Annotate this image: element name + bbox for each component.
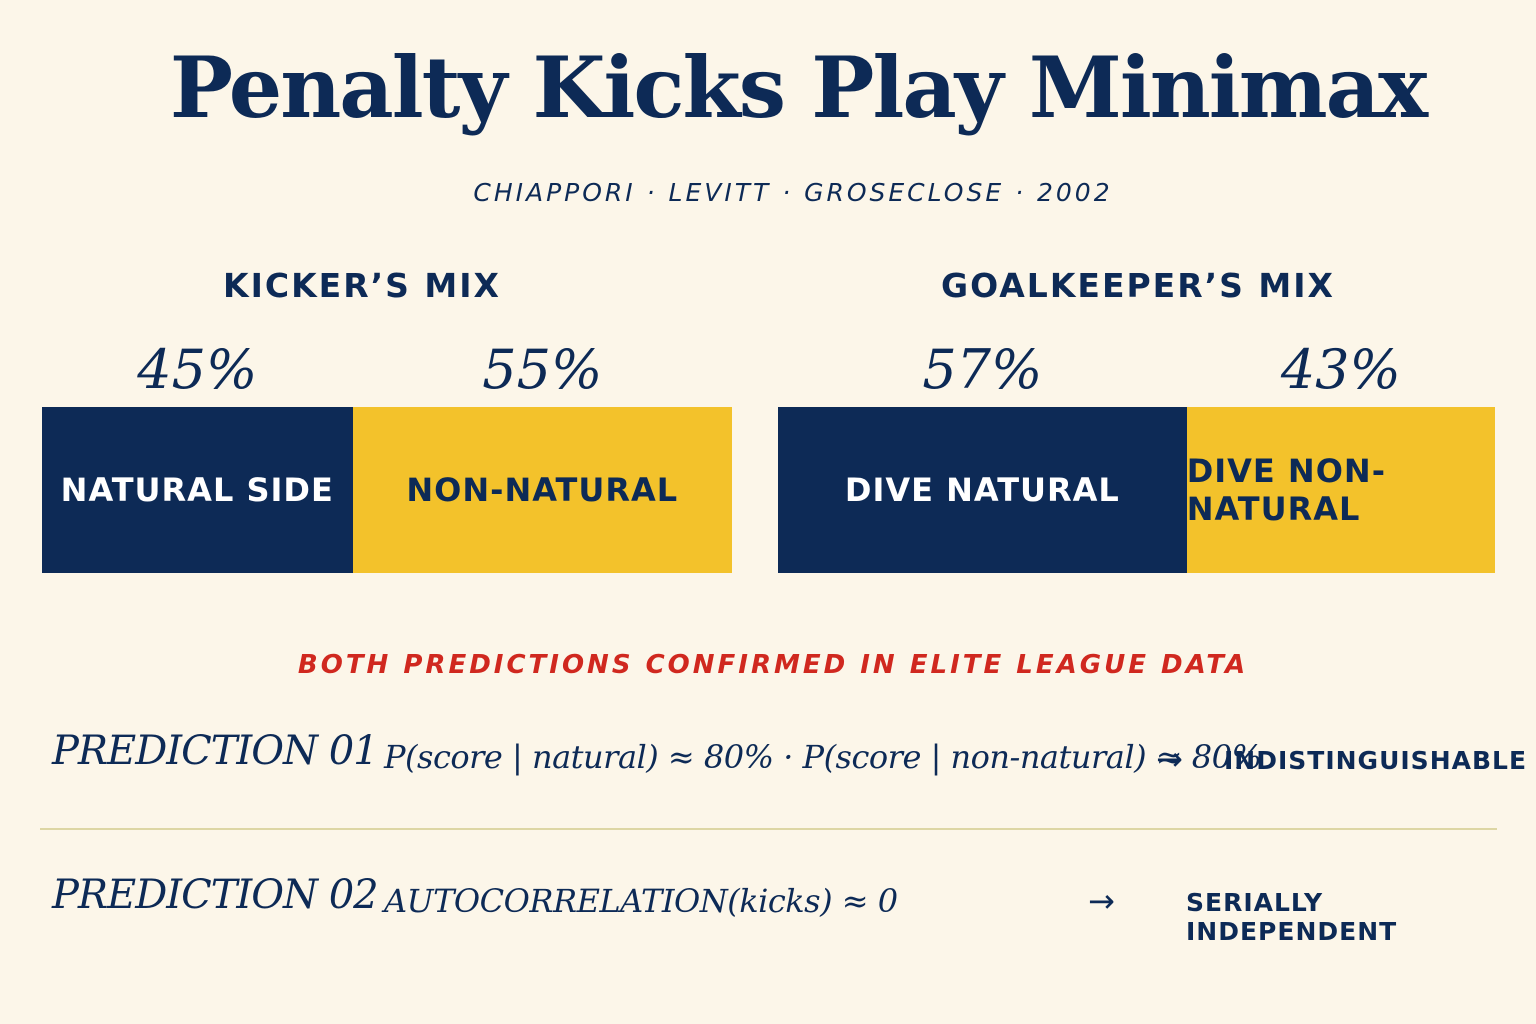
kicker-mix-title: KICKER’S MIX <box>223 266 501 305</box>
prediction-02-arrow-icon: → <box>1088 882 1115 920</box>
goalkeeper-bar-dive-natural: DIVE NATURAL <box>778 407 1187 573</box>
kicker-pct-label-0: 45% <box>137 338 258 401</box>
divider <box>40 828 1497 830</box>
kicker-pct-label-1: 55% <box>482 338 603 401</box>
prediction-02-label: PREDICTION 02 <box>52 872 379 918</box>
confirmation-banner: BOTH PREDICTIONS CONFIRMED IN ELITE LEAG… <box>297 650 1249 680</box>
kicker-mix-bar: NATURAL SIDE NON-NATURAL <box>42 407 732 573</box>
prediction-01-verdict: INDISTINGUISHABLE <box>1224 746 1528 775</box>
goalkeeper-mix-title: GOALKEEPER’S MIX <box>941 266 1335 305</box>
prediction-01-label: PREDICTION 01 <box>52 728 379 774</box>
goalkeeper-bar-dive-non-natural: DIVE NON-NATURAL <box>1186 407 1495 573</box>
page-title: Penalty Kicks Play Minimax <box>169 38 1428 137</box>
page-subtitle: CHIAPPORI · LEVITT · GROSECLOSE · 2002 <box>473 178 1113 207</box>
prediction-01-arrow-icon: → <box>1156 740 1183 778</box>
kicker-bar-non-natural: NON-NATURAL <box>352 407 732 573</box>
goalkeeper-pct-label-1: 43% <box>1280 338 1401 401</box>
goalkeeper-mix-bar: DIVE NATURAL DIVE NON-NATURAL <box>778 407 1495 573</box>
prediction-02-verdict: SERIALLY INDEPENDENT <box>1186 888 1398 946</box>
prediction-02-formula: AUTOCORRELATION(kicks) ≈ 0 <box>384 882 898 920</box>
kicker-bar-natural: NATURAL SIDE <box>42 407 353 573</box>
goalkeeper-pct-label-0: 57% <box>922 338 1043 401</box>
prediction-01-formula: P(score | natural) ≈ 80% · P(score | non… <box>384 738 1262 776</box>
